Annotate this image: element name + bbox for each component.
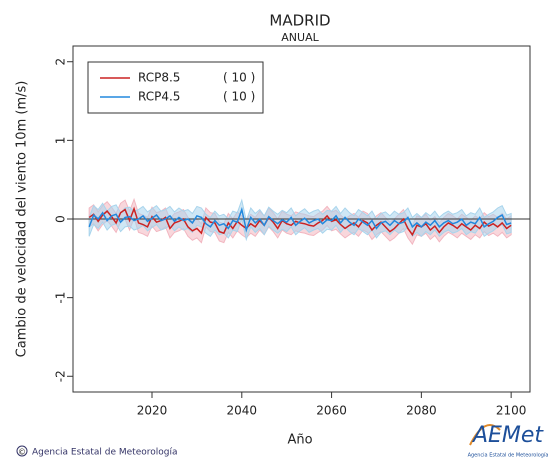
x-tick-label: 2100 (496, 404, 527, 418)
plot-area: -2 -1 0 1 2 2020 2040 2060 2080 2100 RCP8.5 ( 10 ) R… (54, 45, 531, 418)
y-tick-label: -1 (54, 292, 68, 304)
x-tick-label: 2040 (227, 404, 258, 418)
x-tick-label: 2080 (406, 404, 437, 418)
plot-frame (72, 45, 531, 393)
logo-swoosh (469, 424, 501, 446)
y-axis-label: Cambio de velocidad del viento 10m (m/s) (15, 81, 30, 358)
series-line (88, 206, 512, 233)
range-band (88, 198, 512, 242)
legend-label: RCP8.5 (138, 71, 180, 85)
legend-count: ( 10 ) (223, 71, 255, 85)
series-line (88, 206, 512, 237)
copyright-icon (16, 445, 28, 457)
copyright: © (18, 448, 26, 457)
footer-agency: Agencia Estatal de Meteorología (32, 448, 178, 458)
logo: AEMet (471, 423, 544, 448)
legend-label: RCP4.5 (138, 90, 180, 104)
y-tick-label: -2 (54, 370, 68, 382)
y-tick-label: 2 (54, 58, 68, 66)
x-tick-label: 2020 (137, 404, 168, 418)
y-tick-label: 0 (54, 215, 68, 223)
y-tick-label: 1 (54, 137, 68, 145)
x-axis-label: Año (287, 433, 312, 448)
chart-subtitle: ANUAL (281, 31, 319, 44)
legend-box (87, 61, 264, 114)
x-tick-label: 2060 (316, 404, 347, 418)
legend-count: ( 10 ) (223, 90, 255, 104)
logo-caption: Agencia Estatal de Meteorología (468, 452, 549, 459)
chart-title: MADRID (269, 12, 330, 30)
